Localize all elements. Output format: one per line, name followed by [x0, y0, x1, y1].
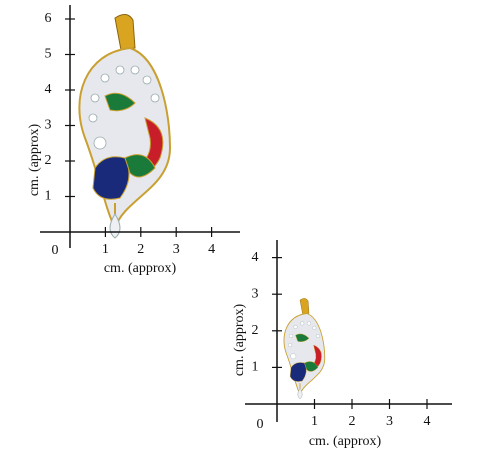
x-tick-label: 1 [311, 414, 318, 429]
pendant-small [283, 297, 326, 400]
y-tick-label: 2 [45, 153, 52, 168]
y-tick-label: 6 [45, 11, 52, 26]
y-tick-label: 1 [45, 189, 52, 204]
y-tick-label: 2 [252, 323, 259, 338]
y-tick-label: 1 [252, 360, 259, 375]
y-tick-label: 3 [45, 118, 52, 133]
origin-label: 0 [257, 417, 264, 432]
y-tick-label: 5 [45, 47, 52, 62]
x-tick-label: 3 [386, 414, 393, 429]
x-axis-label: cm. (approx) [309, 434, 382, 449]
x-tick-label: 2 [349, 414, 356, 429]
x-axis-label: cm. (approx) [104, 261, 177, 276]
y-tick-label: 3 [252, 286, 259, 301]
y-axis-label: cm. (approx) [27, 124, 42, 197]
y-tick-label: 4 [252, 250, 259, 265]
x-tick-label: 4 [424, 414, 431, 429]
y-axis-label: cm. (approx) [232, 304, 247, 377]
pendant-large [78, 13, 171, 240]
x-tick-label: 2 [137, 242, 144, 257]
x-tick-label: 1 [102, 242, 109, 257]
x-tick-label: 4 [208, 242, 215, 257]
origin-label: 0 [52, 243, 59, 258]
y-tick-label: 4 [45, 82, 52, 97]
x-tick-label: 3 [173, 242, 180, 257]
